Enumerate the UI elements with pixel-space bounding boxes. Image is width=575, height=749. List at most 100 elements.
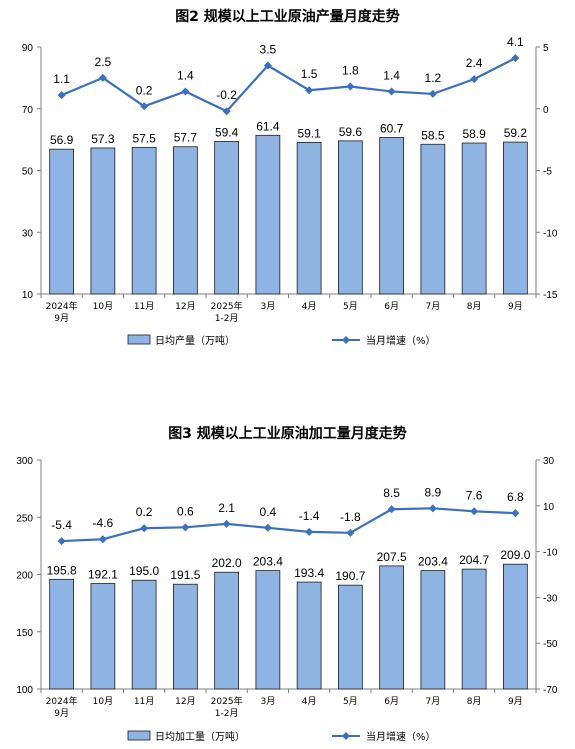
legend-line-marker	[342, 732, 350, 740]
line-value-label: -5.4	[51, 518, 72, 532]
bar	[173, 583, 198, 690]
left-tick-label: 90	[22, 43, 34, 54]
bar-value-label: 56.9	[50, 133, 74, 147]
line-value-label: 7.6	[466, 488, 483, 502]
bar	[379, 565, 404, 690]
bar	[503, 141, 528, 295]
x-category-label: 7月	[426, 696, 441, 707]
line-point	[57, 91, 66, 100]
line-value-label: 2.5	[95, 55, 112, 69]
x-category-label: 6月	[384, 301, 399, 312]
line-point	[181, 523, 190, 532]
line-value-label: -0.2	[216, 88, 237, 102]
bar-value-label: 61.4	[256, 119, 280, 133]
left-tick-label: 200	[16, 571, 33, 582]
line-value-label: 2.1	[218, 501, 235, 515]
bar	[503, 563, 528, 690]
bar-value-label: 204.7	[459, 553, 489, 567]
bar-value-label: 203.4	[253, 555, 283, 569]
legend-bar-swatch	[127, 334, 151, 345]
right-tick-label: -50	[543, 639, 558, 650]
left-tick-label: 10	[22, 290, 34, 301]
bar	[49, 578, 74, 690]
bar-value-label: 191.5	[170, 568, 200, 582]
bar	[214, 141, 239, 295]
x-category-label: 2024年	[46, 695, 78, 707]
x-category-label: 3月	[261, 696, 276, 707]
line-point	[222, 107, 231, 116]
line-point	[263, 61, 272, 70]
legend-line-label: 当月增速（%）	[366, 334, 436, 347]
x-category-label: 10月	[93, 696, 113, 707]
legend-line-marker	[342, 336, 350, 344]
line-point	[98, 535, 107, 544]
bar	[296, 142, 322, 295]
bar-value-label: 202.0	[212, 556, 242, 570]
line-value-label: 1.4	[177, 68, 194, 82]
line-point	[98, 73, 107, 82]
right-tick-label: 30	[543, 456, 555, 467]
line-value-label: 0.6	[177, 504, 194, 518]
bar-value-label: 57.3	[91, 132, 115, 146]
right-tick-label: 5	[543, 43, 549, 54]
line-value-label: 4.1	[507, 35, 524, 49]
x-category-label: 7月	[426, 301, 441, 312]
x-category-label: 8月	[467, 696, 482, 707]
line-value-label: 8.9	[425, 485, 442, 499]
line-value-label: 3.5	[260, 43, 277, 57]
bar	[90, 147, 116, 295]
line-point	[140, 524, 149, 533]
right-tick-label: -5	[543, 167, 552, 178]
bar-value-label: 57.7	[174, 131, 198, 145]
x-category-label: 2025年	[211, 695, 243, 707]
right-tick-label: 0	[543, 105, 549, 116]
bar-value-label: 207.5	[377, 550, 407, 564]
growth-line	[61, 57, 516, 113]
line-value-label: 1.5	[301, 67, 318, 81]
line-point	[305, 86, 314, 95]
line-value-label: 0.2	[136, 505, 153, 519]
x-category-label: 2025年	[211, 300, 243, 312]
right-tick-label: -10	[543, 228, 558, 239]
right-tick-label: -30	[543, 593, 558, 604]
x-category-label: 2024年	[46, 300, 78, 312]
bar-value-label: 195.8	[47, 563, 77, 577]
bar	[379, 137, 404, 295]
bar	[461, 568, 487, 690]
bar-value-label: 203.4	[418, 555, 448, 569]
line-value-label: 8.5	[383, 486, 400, 500]
legend-bar-label: 日均加工量（万吨）	[155, 730, 245, 743]
bar-value-label: 59.1	[297, 126, 321, 140]
x-category-label: 5月	[343, 301, 358, 312]
chart-2-title: 图3 规模以上工业原油加工量月度走势	[168, 426, 407, 442]
x-category-label: 4月	[302, 301, 317, 312]
line-point	[428, 504, 437, 513]
bar-value-label: 58.9	[462, 127, 486, 141]
bar-value-label: 195.0	[129, 564, 159, 578]
x-category-label: 9月	[54, 313, 69, 324]
bar	[338, 140, 363, 295]
line-point	[387, 505, 396, 514]
left-tick-label: 250	[16, 513, 33, 524]
line-point	[346, 528, 355, 537]
bar-value-label: 190.7	[335, 569, 365, 583]
right-tick-label: 10	[543, 502, 555, 513]
bar	[420, 570, 446, 690]
x-category-label: 8月	[467, 301, 482, 312]
line-point	[511, 54, 520, 63]
bar-value-label: 59.4	[215, 125, 239, 139]
right-tick-label: -10	[543, 548, 558, 559]
left-tick-label: 30	[22, 228, 34, 239]
line-point	[263, 523, 272, 532]
line-point	[57, 537, 66, 546]
chart-1-title: 图2 规模以上工业原油产量月度走势	[175, 9, 400, 25]
x-category-label: 12月	[175, 301, 195, 312]
bar	[461, 142, 487, 295]
line-point	[222, 519, 231, 528]
left-tick-label: 100	[16, 685, 33, 696]
x-category-label: 1-2月	[215, 313, 239, 324]
bar-value-label: 60.7	[380, 121, 404, 135]
x-category-label: 1-2月	[215, 708, 239, 719]
left-tick-label: 50	[22, 167, 34, 178]
